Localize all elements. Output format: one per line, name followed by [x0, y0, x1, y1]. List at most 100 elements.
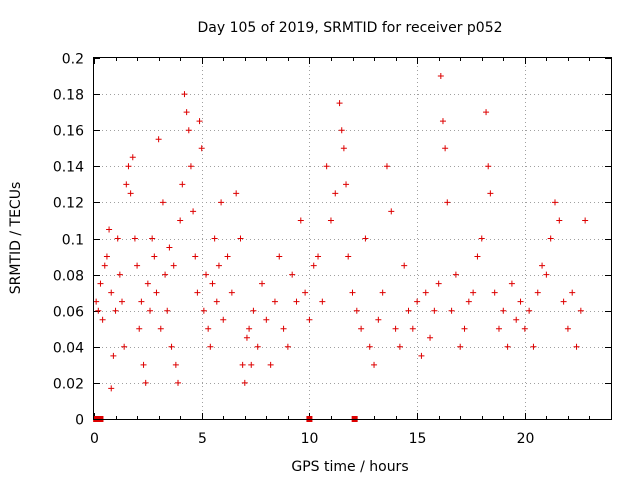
data-point [140, 361, 147, 368]
data-point [306, 316, 313, 323]
data-point [435, 280, 442, 287]
data-point [409, 325, 416, 332]
data-point [138, 298, 145, 305]
data-point [254, 343, 261, 350]
data-point [327, 217, 334, 224]
data-point [319, 298, 326, 305]
data-point [196, 118, 203, 125]
data-point [534, 289, 541, 296]
data-point [293, 298, 300, 305]
data-point [187, 163, 194, 170]
x-tick-label: 10 [301, 431, 319, 447]
x-tick-label: 0 [90, 431, 99, 447]
data-point [108, 289, 115, 296]
data-point [147, 307, 154, 314]
data-point [259, 280, 266, 287]
data-point [401, 262, 408, 269]
data-point [302, 289, 309, 296]
data-point [185, 127, 192, 134]
data-point [93, 298, 100, 305]
data-point [284, 343, 291, 350]
data-point [97, 280, 104, 287]
y-tick-label: 0.02 [53, 377, 84, 393]
data-point [213, 298, 220, 305]
data-point [157, 325, 164, 332]
data-point [442, 145, 449, 152]
data-point [205, 325, 212, 332]
data-point [267, 361, 274, 368]
data-point [448, 307, 455, 314]
data-point [338, 127, 345, 134]
data-point [271, 298, 278, 305]
data-point [315, 253, 322, 260]
data-point [517, 298, 524, 305]
data-point [172, 361, 179, 368]
data-point [556, 217, 563, 224]
data-point [170, 262, 177, 269]
data-point [526, 307, 533, 314]
data-point [431, 307, 438, 314]
data-point [153, 289, 160, 296]
data-point [207, 343, 214, 350]
data-point [371, 361, 378, 368]
data-points [93, 73, 589, 422]
data-point [485, 163, 492, 170]
x-axis-ticks: 0 5 10 15 20 [90, 58, 590, 447]
y-tick-label: 0.16 [53, 124, 84, 140]
data-point [248, 361, 255, 368]
y-axis-ticks: 0 0.02 0.04 0.06 0.08 0.1 0.12 0.14 0.16 0.18 0.2 [53, 52, 611, 429]
data-point [336, 100, 343, 107]
data-point [246, 325, 253, 332]
data-point [564, 325, 571, 332]
data-point [114, 235, 121, 242]
data-point [547, 235, 554, 242]
x-axis-label: GPS time / hours [291, 459, 408, 475]
data-point [437, 73, 444, 80]
data-point [422, 289, 429, 296]
data-point [343, 181, 350, 188]
data-point [142, 379, 149, 386]
data-point [136, 325, 143, 332]
data-point [175, 379, 182, 386]
data-point [362, 235, 369, 242]
data-point [103, 253, 110, 260]
data-point [396, 343, 403, 350]
data-point [379, 289, 386, 296]
data-point [521, 325, 528, 332]
data-point [310, 262, 317, 269]
data-point [190, 208, 197, 215]
y-tick-label: 0.08 [53, 269, 84, 285]
data-point [508, 280, 515, 287]
data-point [461, 325, 468, 332]
data-point [250, 307, 257, 314]
data-point [203, 271, 210, 278]
data-point [159, 199, 166, 206]
data-point [513, 316, 520, 323]
data-point [164, 307, 171, 314]
x-tick-label: 20 [517, 431, 535, 447]
data-point [192, 253, 199, 260]
data-point [366, 343, 373, 350]
data-point [418, 352, 425, 359]
data-point [121, 343, 128, 350]
y-tick-label: 0.06 [53, 305, 84, 321]
data-point [99, 316, 106, 323]
data-point [332, 190, 339, 197]
data-point [110, 352, 117, 359]
data-point [233, 190, 240, 197]
data-point [168, 343, 175, 350]
data-point [149, 235, 156, 242]
data-point [106, 226, 113, 233]
data-point [134, 262, 141, 269]
data-point [198, 145, 205, 152]
data-point [478, 235, 485, 242]
data-point [127, 190, 134, 197]
data-point [375, 316, 382, 323]
data-point [218, 199, 225, 206]
data-point [457, 343, 464, 350]
y-tick-label: 0 [75, 413, 84, 429]
data-point [582, 217, 589, 224]
y-tick-label: 0.2 [62, 52, 84, 68]
data-point [349, 289, 356, 296]
data-point [444, 199, 451, 206]
